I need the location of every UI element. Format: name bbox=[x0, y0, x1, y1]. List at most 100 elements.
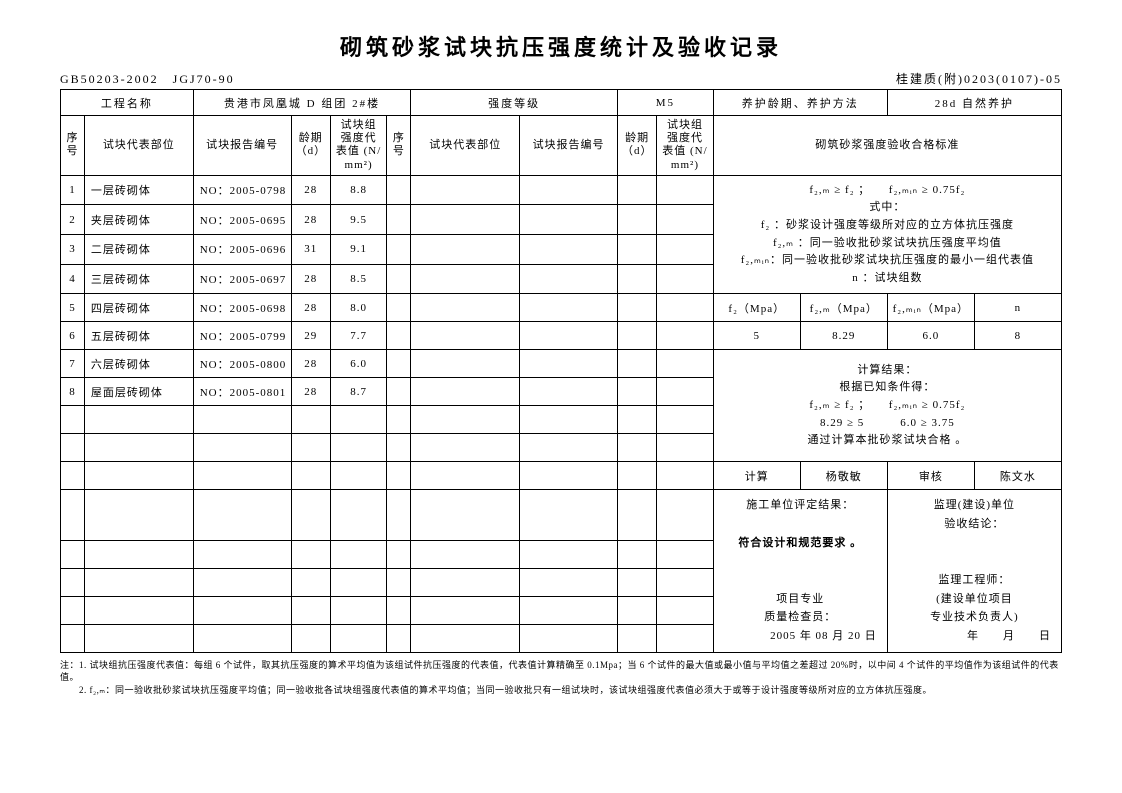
cell-seq: 3 bbox=[61, 235, 85, 265]
unit-conclusion: 施工单位评定结果： 符合设计和规范要求 。 项目专业 质量检查员： 2005 年… bbox=[713, 490, 887, 653]
crit-line: n ：试块组数 bbox=[722, 270, 1053, 288]
res-v4: 8 bbox=[974, 322, 1061, 350]
cell-part: 夹层砖砌体 bbox=[84, 205, 193, 235]
calc-line: 计算结果： bbox=[722, 362, 1053, 380]
cell-seq: 7 bbox=[61, 350, 85, 378]
cell-part: 五层砖砌体 bbox=[84, 322, 193, 350]
cell-part: 六层砖砌体 bbox=[84, 350, 193, 378]
std-right: 桂建质(附)0203(0107)-05 bbox=[896, 70, 1062, 87]
crit-line: f₂,ₘ ：同一验收批砂浆试块抗压强度平均值 bbox=[722, 235, 1053, 253]
table-row: 1 一层砖砌体 NO：2005-0798 28 8.8 f₂,ₘ ≥ f₂ ； … bbox=[61, 175, 1062, 205]
res-v1: 5 bbox=[713, 322, 800, 350]
cell-rep: NO：2005-0696 bbox=[193, 235, 291, 265]
col-part2: 试块代表部位 bbox=[411, 116, 520, 176]
calc-line: 8.29 ≥ 5 6.0 ≥ 3.75 bbox=[722, 415, 1053, 433]
cell-val: 8.8 bbox=[330, 175, 387, 205]
client-label: (建设单位项目 bbox=[898, 590, 1051, 609]
cell-part: 一层砖砌体 bbox=[84, 175, 193, 205]
cell-val: 8.5 bbox=[330, 264, 387, 294]
cell-part: 三层砖砌体 bbox=[84, 264, 193, 294]
client-label2: 专业技术负责人) bbox=[898, 608, 1051, 627]
date1: 2005 年 08 月 20 日 bbox=[724, 627, 877, 646]
cell-part: 二层砖砌体 bbox=[84, 235, 193, 265]
cell-val: 9.1 bbox=[330, 235, 387, 265]
cell-seq: 2 bbox=[61, 205, 85, 235]
cure-label: 养护龄期、养护方法 bbox=[713, 90, 887, 116]
col-report: 试块报告编号 bbox=[193, 116, 291, 176]
calc-name: 杨敬敏 bbox=[800, 462, 887, 490]
sup-eng: 监理工程师： bbox=[898, 571, 1051, 590]
cell-part: 屋面层砖砌体 bbox=[84, 378, 193, 406]
cell-val: 9.5 bbox=[330, 205, 387, 235]
calc-label: 计算 bbox=[713, 462, 800, 490]
cell-age: 28 bbox=[291, 378, 330, 406]
col-criteria: 砌筑砂浆强度验收合格标准 bbox=[713, 116, 1061, 176]
col-report2: 试块报告编号 bbox=[520, 116, 618, 176]
check-name: 陈文水 bbox=[974, 462, 1061, 490]
pm-label: 项目专业 bbox=[724, 590, 877, 609]
qc-label: 质量检查员： bbox=[724, 608, 877, 627]
col-part: 试块代表部位 bbox=[84, 116, 193, 176]
sup-label2: 验收结论： bbox=[898, 515, 1051, 534]
calc-line: 根据已知条件得： bbox=[722, 379, 1053, 397]
unit-label: 施工单位评定结果： bbox=[724, 496, 877, 515]
supervisor-conclusion: 监理(建设)单位 验收结论： 监理工程师： (建设单位项目 专业技术负责人) 年… bbox=[887, 490, 1061, 653]
grade-value: M5 bbox=[618, 90, 714, 116]
main-table: 工程名称 贵港市凤凰城 D 组团 2#楼 强度等级 M5 养护龄期、养护方法 2… bbox=[60, 89, 1062, 653]
crit-line: f₂,ₘᵢₙ：同一验收批砂浆试块抗压强度的最小一组代表值 bbox=[722, 252, 1053, 270]
col-age: 龄期（d） bbox=[291, 116, 330, 176]
res-h2: f₂,ₘ（Mpa） bbox=[800, 294, 887, 322]
cell-age: 29 bbox=[291, 322, 330, 350]
cell-rep: NO：2005-0801 bbox=[193, 378, 291, 406]
info-row: 工程名称 贵港市凤凰城 D 组团 2#楼 强度等级 M5 养护龄期、养护方法 2… bbox=[61, 90, 1062, 116]
cell-val: 6.0 bbox=[330, 350, 387, 378]
cell-seq: 8 bbox=[61, 378, 85, 406]
cell-age: 28 bbox=[291, 350, 330, 378]
std-left: GB50203-2002 JGJ70-90 bbox=[60, 70, 235, 87]
crit-line: f₂ ：砂浆设计强度等级所对应的立方体抗压强度 bbox=[722, 217, 1053, 235]
res-h3: f₂,ₘᵢₙ（Mpa） bbox=[887, 294, 974, 322]
cell-rep: NO：2005-0697 bbox=[193, 264, 291, 294]
table-row: 6 五层砖砌体 NO：2005-0799 29 7.7 5 8.29 6.0 8 bbox=[61, 322, 1062, 350]
calc-line: 通过计算本批砂浆试块合格 。 bbox=[722, 432, 1053, 450]
res-h4: n bbox=[974, 294, 1061, 322]
res-v3: 6.0 bbox=[887, 322, 974, 350]
cell-seq: 4 bbox=[61, 264, 85, 294]
col-seq2: 序号 bbox=[387, 116, 411, 176]
proj-name: 贵港市凤凰城 D 组团 2#楼 bbox=[193, 90, 411, 116]
table-row: 7 六层砖砌体 NO：2005-0800 28 6.0 计算结果： 根据已知条件… bbox=[61, 350, 1062, 378]
cell-age: 28 bbox=[291, 175, 330, 205]
res-h1: f₂（Mpa） bbox=[713, 294, 800, 322]
cure-value: 28d 自然养护 bbox=[887, 90, 1061, 116]
cell-rep: NO：2005-0698 bbox=[193, 294, 291, 322]
cell-rep: NO：2005-0800 bbox=[193, 350, 291, 378]
conclusion-row: 施工单位评定结果： 符合设计和规范要求 。 项目专业 质量检查员： 2005 年… bbox=[61, 490, 1062, 541]
cell-age: 28 bbox=[291, 294, 330, 322]
sup-label: 监理(建设)单位 bbox=[898, 496, 1051, 515]
cell-seq: 6 bbox=[61, 322, 85, 350]
conform-text: 符合设计和规范要求 。 bbox=[724, 534, 877, 553]
cell-age: 31 bbox=[291, 235, 330, 265]
cell-val: 8.0 bbox=[330, 294, 387, 322]
criteria-box: f₂,ₘ ≥ f₂ ； f₂,ₘᵢₙ ≥ 0.75f₂ 式中： f₂ ：砂浆设计… bbox=[713, 175, 1061, 294]
proj-label: 工程名称 bbox=[61, 90, 194, 116]
cell-val: 8.7 bbox=[330, 378, 387, 406]
cell-rep: NO：2005-0799 bbox=[193, 322, 291, 350]
cell-rep: NO：2005-0695 bbox=[193, 205, 291, 235]
grade-label: 强度等级 bbox=[411, 90, 618, 116]
sign-calc-row: 计算 杨敬敏 审核 陈文水 bbox=[61, 462, 1062, 490]
col-age2: 龄期（d） bbox=[618, 116, 657, 176]
table-row: 5 四层砖砌体 NO：2005-0698 28 8.0 f₂（Mpa） f₂,ₘ… bbox=[61, 294, 1062, 322]
col-value: 试块组强度代表值 (N/mm²) bbox=[330, 116, 387, 176]
res-v2: 8.29 bbox=[800, 322, 887, 350]
cell-age: 28 bbox=[291, 264, 330, 294]
page-title: 砌筑砂浆试块抗压强度统计及验收记录 bbox=[60, 30, 1062, 62]
cell-age: 28 bbox=[291, 205, 330, 235]
col-seq: 序号 bbox=[61, 116, 85, 176]
cell-rep: NO：2005-0798 bbox=[193, 175, 291, 205]
footnote: 注：1. 试块组抗压强度代表值：每组 6 个试件，取其抗压强度的算术平均值为该组… bbox=[60, 659, 1062, 697]
cell-seq: 5 bbox=[61, 294, 85, 322]
column-header-row: 序号 试块代表部位 试块报告编号 龄期（d） 试块组强度代表值 (N/mm²) … bbox=[61, 116, 1062, 176]
calc-box: 计算结果： 根据已知条件得： f₂,ₘ ≥ f₂ ； f₂,ₘᵢₙ ≥ 0.75… bbox=[713, 350, 1061, 462]
cell-part: 四层砖砌体 bbox=[84, 294, 193, 322]
